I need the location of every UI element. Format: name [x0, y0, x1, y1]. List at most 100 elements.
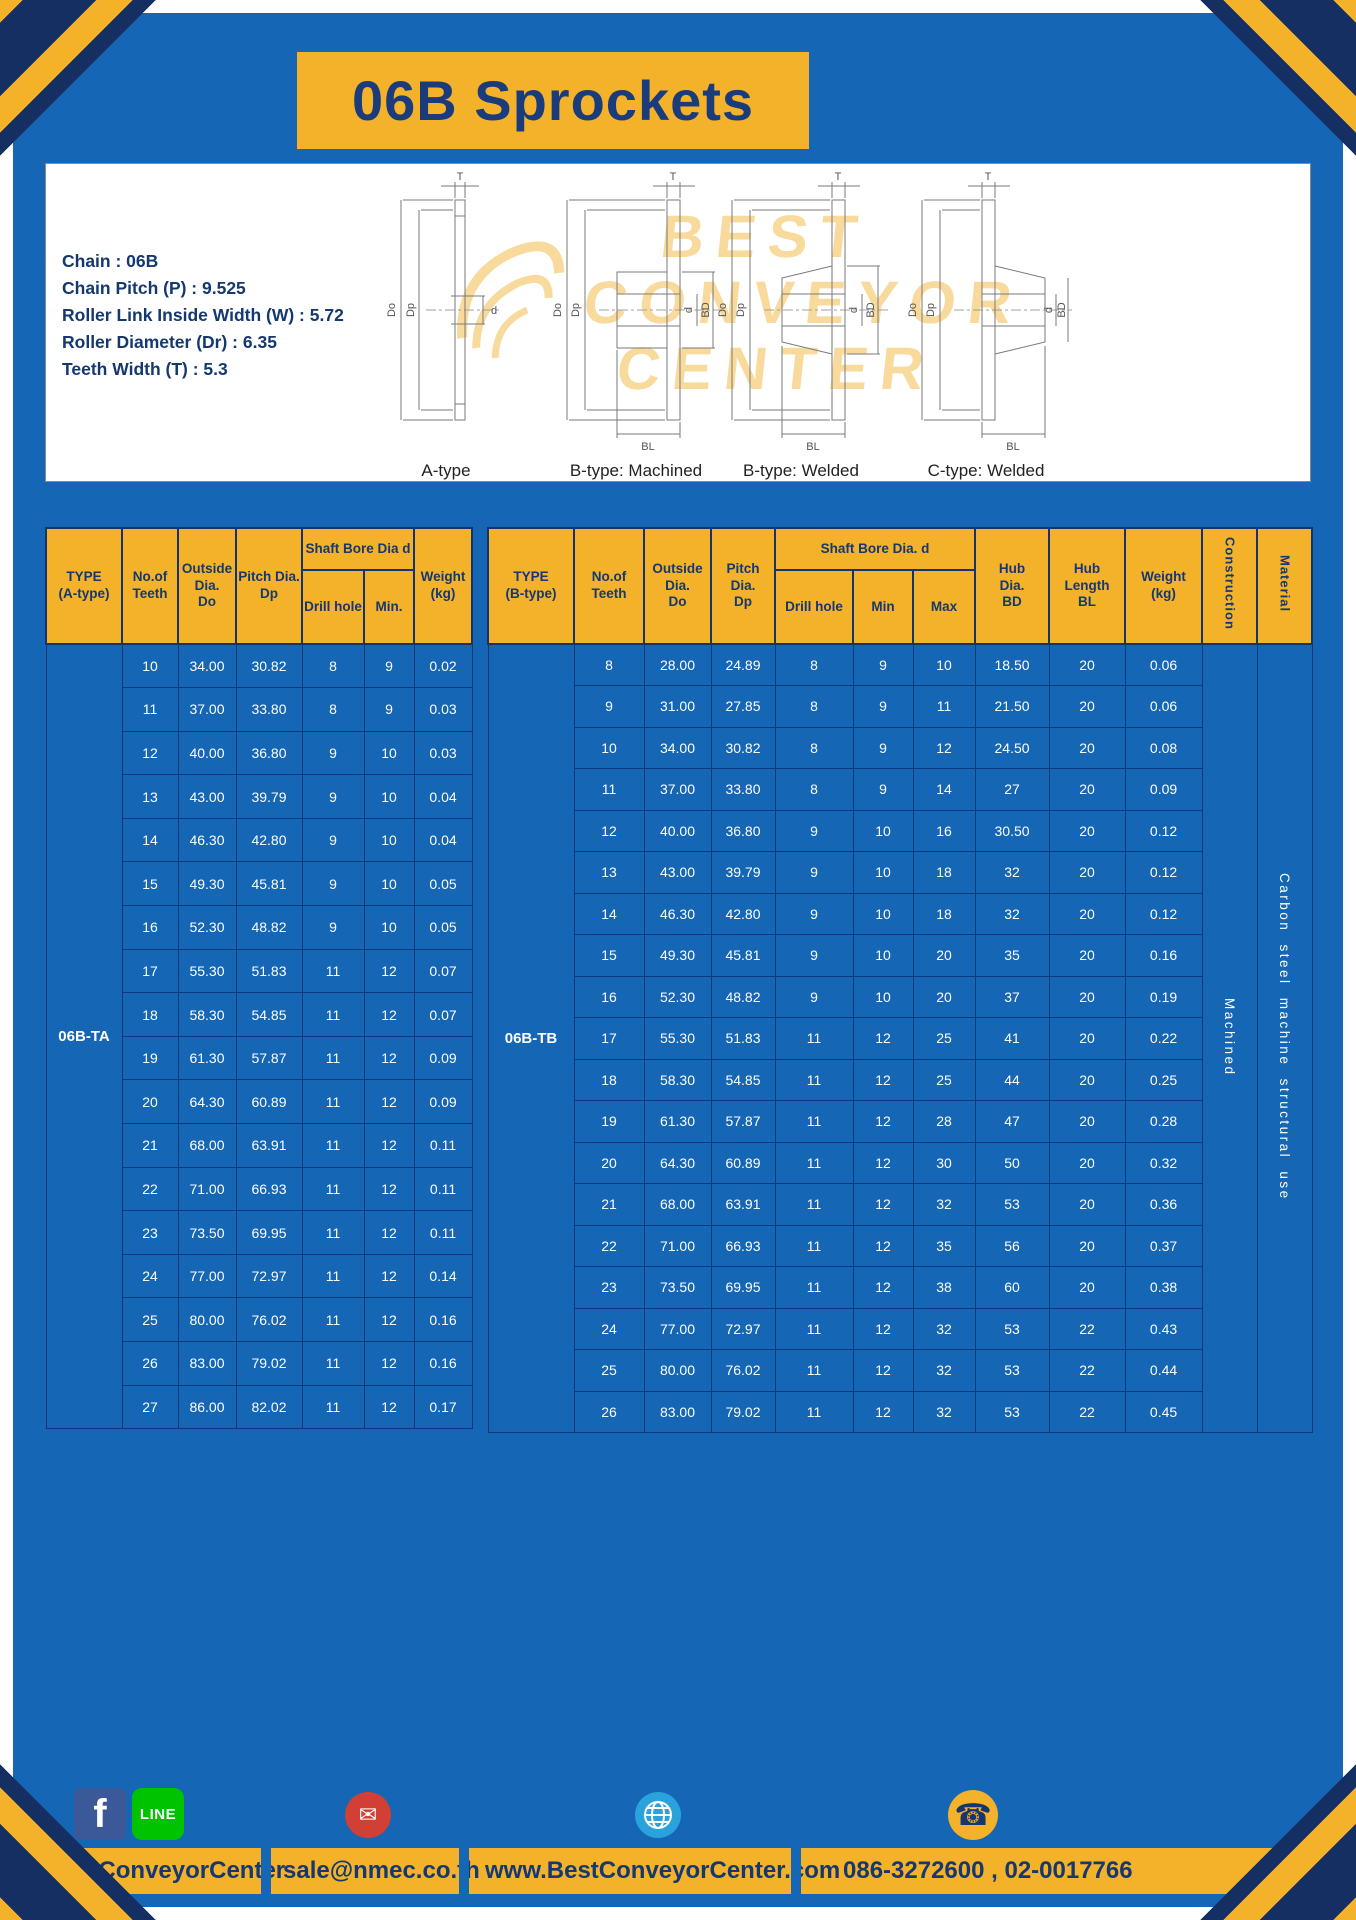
table-cell: 26 [121, 1341, 179, 1386]
spec-chain: Chain : 06B [62, 251, 159, 271]
table-cell: 48.82 [710, 975, 776, 1018]
table-cell: 0.17 [413, 1384, 473, 1430]
table-row: 20 64.30 60.89 11 12 0.09 [46, 1079, 473, 1125]
table-cell: 39.79 [710, 851, 776, 894]
construction-value: Machined [1201, 643, 1258, 1433]
svg-text:Do: Do [552, 303, 564, 317]
table-row: 14 46.30 42.80 9 10 18 32 20 0.12 [488, 892, 1312, 935]
table-cell: 0.03 [413, 687, 473, 732]
table-cell: 11 [301, 1035, 365, 1081]
table-cell: 20 [1048, 1058, 1126, 1101]
table-cell: 20 [1048, 768, 1126, 811]
table-row: 20 64.30 60.89 11 12 30 50 20 0.32 [488, 1141, 1312, 1184]
svg-text:T: T [457, 171, 464, 183]
table-cell: 11 [301, 1297, 365, 1342]
table-cell: 0.32 [1124, 1141, 1203, 1184]
header-max-b: Max [911, 569, 977, 645]
table-cell: 80.00 [643, 1349, 712, 1392]
table-row: 25 80.00 76.02 11 12 0.16 [46, 1297, 473, 1342]
footer-separator [791, 1848, 801, 1894]
footer-phone-numbers[interactable]: 086-3272600 , 02-0017766 [843, 1857, 1133, 1884]
table-cell: 0.38 [1124, 1266, 1203, 1309]
table-cell: 31.00 [643, 685, 712, 728]
b-type-welded-drawing: T Do Dp d BD BL [717, 171, 888, 453]
table-cell: 12 [573, 809, 645, 852]
table-row: 18 58.30 54.85 11 12 0.07 [46, 992, 473, 1037]
table-cell: 22 [1048, 1307, 1126, 1350]
table-cell: 8 [774, 685, 854, 728]
table-cell: 12 [852, 1183, 914, 1226]
svg-text:BD: BD [1056, 302, 1068, 317]
table-cell: 60.89 [710, 1141, 776, 1184]
table-cell: 58.30 [177, 992, 237, 1037]
header-drill-b: Drill hole [774, 569, 854, 645]
table-cell: 10 [363, 774, 415, 819]
table-cell: 15 [573, 934, 645, 977]
diagram-b-welded-label: B-type: Welded [743, 461, 859, 480]
table-cell: 11 [774, 1224, 854, 1267]
table-cell: 42.80 [710, 892, 776, 935]
phone-icon[interactable]: ☎ [948, 1790, 998, 1840]
globe-icon[interactable] [635, 1792, 681, 1838]
table-cell: 49.30 [643, 934, 712, 977]
title-banner: 06B Sprockets [297, 52, 809, 149]
c-type-welded-drawing: T Do Dp d BD BL [907, 171, 1072, 453]
svg-text:Dp: Dp [405, 303, 417, 317]
header-hub-length-b: Hub Length BL [1048, 527, 1127, 645]
table-cell: 0.06 [1124, 685, 1203, 728]
spec-teeth-width: Teeth Width (T) : 5.3 [62, 359, 228, 379]
table-cell: 0.25 [1124, 1058, 1203, 1101]
table-cell: 19 [573, 1100, 645, 1143]
table-cell: 21 [573, 1183, 645, 1226]
table-cell: 13 [573, 851, 645, 894]
table-cell: 72.97 [710, 1307, 776, 1350]
table-row: 9 31.00 27.85 8 9 11 21.50 20 0.06 [488, 685, 1312, 728]
email-icon[interactable]: ✉ [345, 1792, 391, 1838]
table-cell: 0.09 [1124, 768, 1203, 811]
table-cell: 15 [121, 861, 179, 907]
table-cell: 58.30 [643, 1058, 712, 1101]
table-cell: 57.87 [710, 1100, 776, 1143]
header-pitch-a: Pitch Dia. Dp [235, 527, 303, 645]
table-cell: 12 [363, 948, 415, 994]
table-cell: 0.11 [413, 1123, 473, 1168]
table-cell: 47 [974, 1100, 1050, 1143]
table-row: 10 34.00 30.82 8 9 12 24.50 20 0.08 [488, 726, 1312, 769]
table-cell: 20 [573, 1141, 645, 1184]
table-cell: 0.02 [413, 643, 473, 689]
table-cell: 20 [1048, 1183, 1126, 1226]
table-cell: 8 [774, 726, 854, 769]
table-cell: 12 [852, 1266, 914, 1309]
table-cell: 76.02 [235, 1297, 303, 1342]
facebook-icon[interactable]: f [74, 1788, 126, 1840]
table-cell: 9 [774, 892, 854, 935]
table-cell: 33.80 [235, 687, 303, 732]
table-cell: 9 [774, 975, 854, 1018]
table-cell: 51.83 [710, 1017, 776, 1060]
header-teeth-a: No.of Teeth [121, 527, 179, 645]
table-row: 25 80.00 76.02 11 12 32 53 22 0.44 [488, 1349, 1312, 1392]
table-row: 24 77.00 72.97 11 12 32 53 22 0.43 [488, 1307, 1312, 1350]
table-row: 24 77.00 72.97 11 12 0.14 [46, 1253, 473, 1299]
table-row: 14 46.30 42.80 9 10 0.04 [46, 817, 473, 863]
header-shaft-bore-b: Shaft Bore Dia. d [773, 527, 977, 571]
svg-text:T: T [670, 171, 677, 183]
table-cell: 83.00 [177, 1341, 237, 1386]
table-cell: 10 [363, 905, 415, 950]
table-cell: 77.00 [177, 1253, 237, 1299]
line-icon[interactable]: LINE [132, 1788, 184, 1840]
table-cell: 69.95 [710, 1266, 776, 1309]
footer-email[interactable]: sale@nmec.co.th [283, 1857, 480, 1884]
table-cell: 0.11 [413, 1210, 473, 1255]
table-cell: 26 [573, 1390, 645, 1433]
table-cell: 0.09 [413, 1035, 473, 1081]
table-row: 27 86.00 82.02 11 12 0.17 [46, 1384, 473, 1430]
footer-social-handle[interactable]: @BestConveyorCenter [23, 1857, 286, 1884]
table-row: 18 58.30 54.85 11 12 25 44 20 0.25 [488, 1058, 1312, 1101]
table-cell: 11 [573, 768, 645, 811]
table-cell: 20 [1048, 1017, 1126, 1060]
footer-website[interactable]: www.BestConveyorCenter.com [485, 1857, 841, 1884]
table-cell: 34.00 [177, 643, 237, 689]
table-cell: 18.50 [974, 643, 1050, 686]
table-cell: 52.30 [643, 975, 712, 1018]
